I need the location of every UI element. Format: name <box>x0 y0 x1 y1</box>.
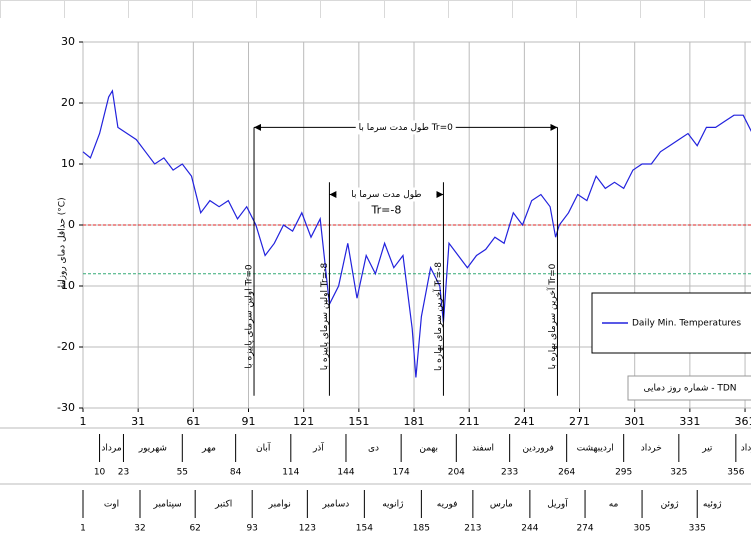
month-start-day: 144 <box>337 468 354 478</box>
month-start-day: 233 <box>501 468 518 478</box>
month-name: سپتامبر <box>152 500 181 510</box>
month-name: ژوئیه <box>703 500 722 510</box>
legend-label: Daily Min. Temperatures <box>632 319 741 329</box>
x-tick-label: 151 <box>348 415 369 428</box>
label-bg <box>336 187 437 202</box>
month-name: مرداد <box>101 444 121 454</box>
month-start-day: 62 <box>189 524 200 534</box>
x-tick-label: 301 <box>624 415 645 428</box>
marker-label: اولین سرمای پاییزه با Tr=0 <box>245 264 255 369</box>
x-tick-label: 91 <box>242 415 256 428</box>
month-start-day: 204 <box>448 468 465 478</box>
month-start-day: 84 <box>230 468 242 478</box>
month-start-day: 274 <box>576 524 593 534</box>
y-tick-label: -30 <box>57 401 75 414</box>
month-name: فروردین <box>522 444 553 454</box>
month-start-day: 32 <box>134 524 145 534</box>
y-tick-label: 20 <box>61 96 75 109</box>
month-start-day: 335 <box>689 524 706 534</box>
month-name: خرداد <box>641 444 662 454</box>
y-tick-label: -10 <box>57 279 75 292</box>
month-name: دسامبر <box>321 500 349 510</box>
month-start-day: 123 <box>299 524 316 534</box>
month-name: آذر <box>312 442 324 454</box>
month-name: مرداد <box>741 444 751 454</box>
month-start-day: 244 <box>521 524 538 534</box>
month-name: ژوئن <box>661 500 679 510</box>
marker-label: آخرین سرمای بهاره با Tr=0 <box>546 263 558 369</box>
marker-label: آخرین سرمای بهاره با Tr=-8 <box>432 262 444 371</box>
x-tick-label: 331 <box>679 415 700 428</box>
month-name: نوامبر <box>268 500 291 510</box>
month-start-day: 295 <box>615 468 632 478</box>
y-tick-label: 0 <box>68 218 75 231</box>
month-name: آوریل <box>547 498 568 510</box>
month-start-day: 1 <box>80 524 86 534</box>
marker-label: اولین سرمای پاییزه با Tr=-8 <box>320 262 330 370</box>
x-tick-label: 361 <box>735 415 751 428</box>
x-tick-label: 1 <box>80 415 87 428</box>
month-name: شهریور <box>138 444 167 454</box>
month-start-day: 23 <box>118 468 129 478</box>
month-name: مهر <box>201 444 216 454</box>
month-start-day: 10 <box>94 468 106 478</box>
month-name: مارس <box>490 500 513 510</box>
month-name: اسفند <box>472 444 494 454</box>
month-start-day: 213 <box>464 524 481 534</box>
x-tick-label: 271 <box>569 415 590 428</box>
data-line <box>82 89 751 378</box>
x-tick-label: 211 <box>459 415 480 428</box>
x-tick-label: 61 <box>186 415 200 428</box>
y-tick-label: -20 <box>57 340 75 353</box>
month-start-day: 93 <box>246 524 257 534</box>
month-name: فوریه <box>437 500 458 510</box>
y-tick-label: 30 <box>61 35 75 48</box>
month-name: بهمن <box>419 444 438 454</box>
span-label: Tr=-8 <box>371 204 402 217</box>
span-label: طول مدت سرما با <box>351 190 421 200</box>
month-name: آبان <box>256 442 271 454</box>
month-start-day: 174 <box>393 468 410 478</box>
month-start-day: 305 <box>633 524 650 534</box>
label-bg <box>355 120 456 135</box>
x-axis-label: شماره روز دمایی - TDN <box>643 384 736 394</box>
x-tick-label: 241 <box>514 415 535 428</box>
month-name: مه <box>609 500 619 510</box>
x-tick-label: 121 <box>293 415 314 428</box>
month-name: تیر <box>701 444 713 454</box>
y-tick-label: 10 <box>61 157 75 170</box>
month-name: اردیبهشت <box>577 444 614 454</box>
month-start-day: 325 <box>670 468 687 478</box>
month-name: دی <box>368 444 379 454</box>
month-name: ژانویه <box>382 500 403 510</box>
month-start-day: 114 <box>282 468 299 478</box>
x-label-box <box>627 375 751 401</box>
month-start-day: 185 <box>413 524 430 534</box>
month-name: اوت <box>104 500 119 510</box>
span-label: طول مدت سرما با Tr=0 <box>359 123 454 133</box>
x-tick-label: 181 <box>404 415 425 428</box>
month-start-day: 356 <box>727 468 744 478</box>
month-start-day: 55 <box>177 468 188 478</box>
month-start-day: 154 <box>356 524 373 534</box>
month-name: اکتبر <box>214 500 232 510</box>
x-tick-label: 31 <box>131 415 145 428</box>
month-start-day: 264 <box>558 468 575 478</box>
y-axis-label: حداقل دمای روزانه (°C) <box>58 197 68 289</box>
